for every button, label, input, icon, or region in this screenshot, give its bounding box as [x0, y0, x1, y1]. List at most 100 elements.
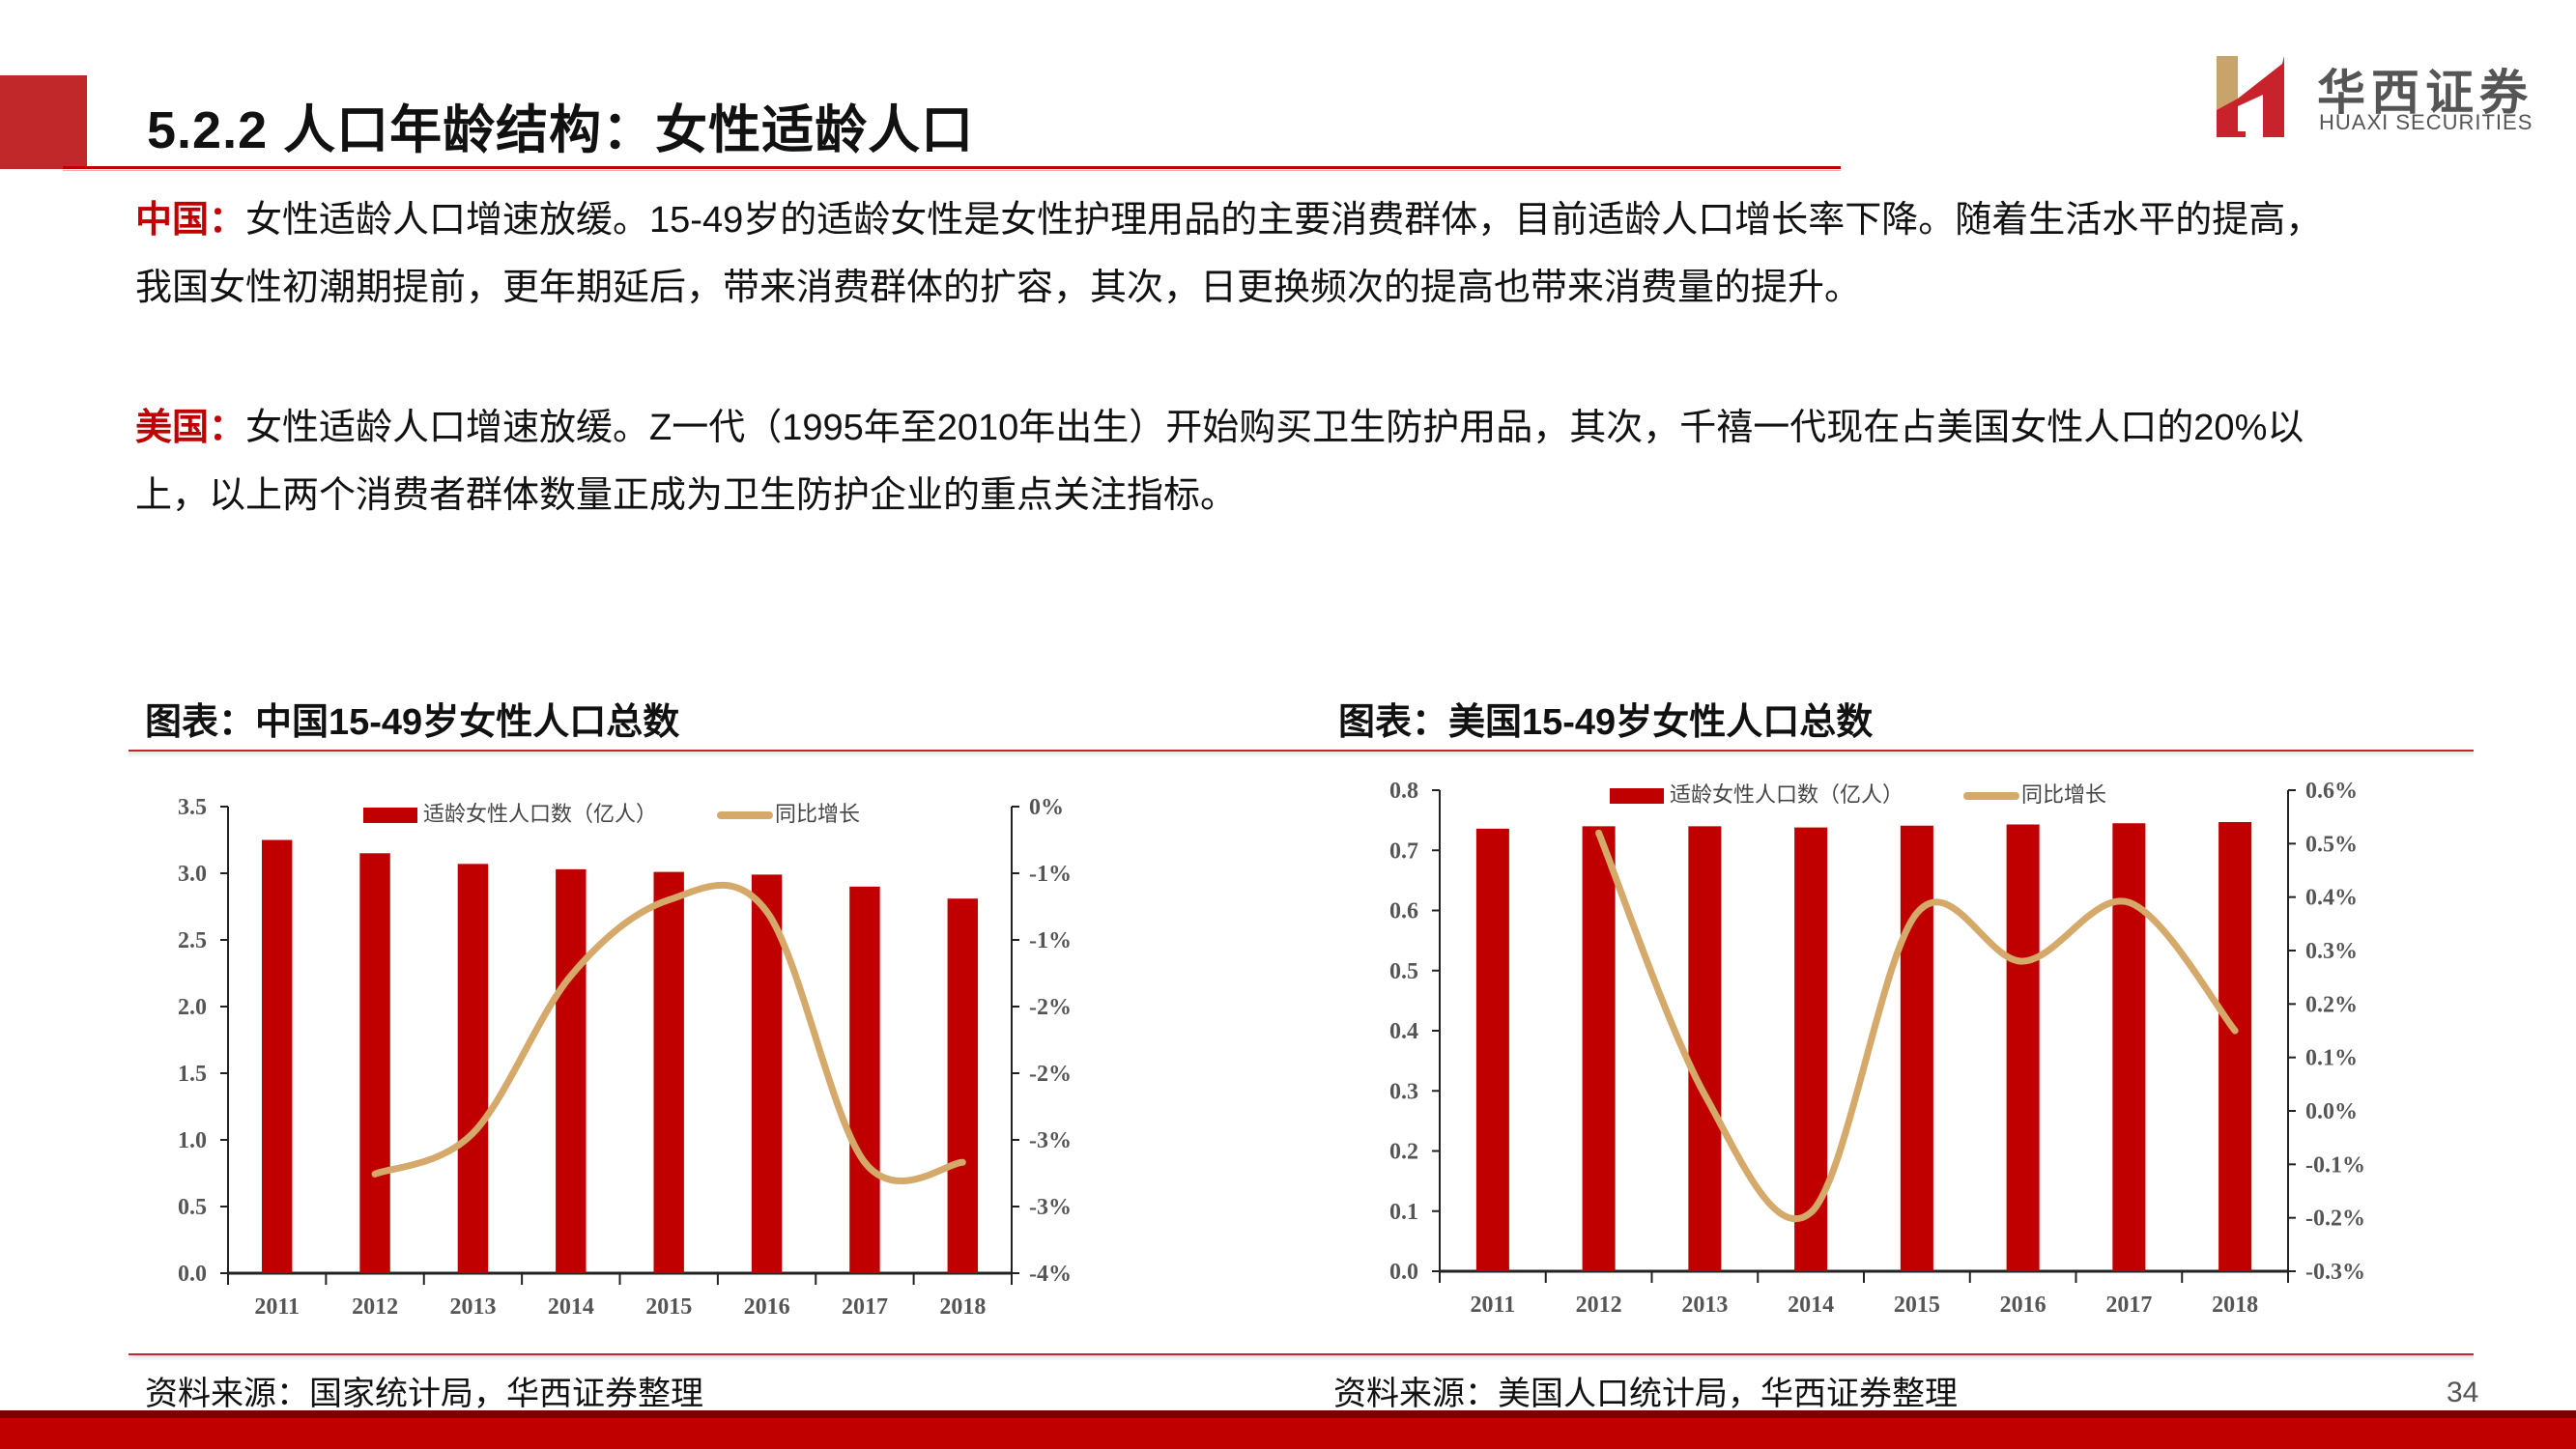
- usa-population-chart: 0.0 0.1 0.2 0.3 0.4 0.5 0.6 0.7 0.8 -0.3% -0.2% -0.…: [1353, 763, 2416, 1333]
- y-tick-label: 3.0: [178, 862, 207, 887]
- bar: [653, 871, 684, 1273]
- bar: [1582, 826, 1616, 1271]
- y-tick-label: 0.8: [1389, 779, 1418, 804]
- growth-line: [371, 882, 966, 1185]
- china-text-1: 女性适龄人口增速放缓。15-49岁的适龄女性是女性护理用品的主要消费群体，目前适…: [245, 200, 2323, 241]
- logo-text-en: HUAXI SECURITIES: [2319, 110, 2533, 134]
- right-chart-source: 资料来源：美国人口统计局，华西证券整理: [1333, 1376, 1958, 1412]
- bar: [1475, 828, 1509, 1271]
- x-tick-label: 2011: [1471, 1293, 1516, 1318]
- bar: [1794, 827, 1828, 1271]
- china-line-2: 我国女性初潮期提前，更年期延后，带来消费群体的扩容，其次，日更换频次的提高也带来…: [135, 268, 1862, 308]
- y2-tick-label: 0.5%: [2305, 832, 2358, 857]
- source-divider-shadow: [129, 1355, 2474, 1361]
- x-tick-label: 2012: [1576, 1293, 1622, 1318]
- y2-tick-label: 0.6%: [2305, 779, 2358, 804]
- y2-tick-label: -4%: [1029, 1262, 1072, 1287]
- footer-bar: [0, 1418, 2576, 1449]
- x-tick-label: 2018: [939, 1294, 986, 1320]
- y2-tick-label: -1%: [1029, 928, 1072, 953]
- bar: [261, 839, 293, 1273]
- y-tick-label: 0.1: [1389, 1200, 1418, 1225]
- title-divider: [63, 166, 1841, 169]
- y2-tick-label: -2%: [1029, 995, 1072, 1020]
- y-tick-label: 0.0: [1389, 1260, 1418, 1285]
- legend-bar-swatch: [1610, 788, 1664, 804]
- y2-tick-label: -0.2%: [2305, 1207, 2365, 1232]
- source-divider: [129, 1353, 2474, 1355]
- y-tick-label: 2.0: [178, 995, 207, 1020]
- usa-line-2: 上，以上两个消费者群体数量正成为卫生防护企业的重点关注指标。: [135, 475, 1238, 516]
- footer-bar-dark: [0, 1410, 2576, 1418]
- title-accent-block: [0, 75, 87, 169]
- page-title: 5.2.2 人口年龄结构：女性适龄人口: [147, 101, 975, 159]
- chart-title-divider-shadow: [129, 752, 2474, 757]
- page-number: 34: [2447, 1377, 2479, 1408]
- bar: [751, 874, 783, 1273]
- title-divider-shadow: [63, 170, 1841, 171]
- x-tick-label: 2017: [842, 1294, 888, 1320]
- y2-tick-label: -3%: [1029, 1195, 1072, 1220]
- left-chart-title: 图表：中国15-49岁女性人口总数: [145, 702, 680, 743]
- x-tick-label: 2015: [645, 1294, 692, 1320]
- y2-tick-label: -3%: [1029, 1128, 1072, 1153]
- y-tick-label: 0.7: [1389, 838, 1418, 864]
- x-tick-label: 2018: [2212, 1293, 2258, 1318]
- x-tick-label: 2013: [449, 1294, 496, 1320]
- y-tick-label: 0.0: [178, 1262, 207, 1287]
- y-tick-label: 0.5: [1389, 959, 1418, 984]
- china-paragraph: 中国：女性适龄人口增速放缓。15-49岁的适龄女性是女性护理用品的主要消费群体，…: [135, 186, 2454, 322]
- y-tick-label: 0.2: [1389, 1140, 1418, 1165]
- legend-label-line: 同比增长: [2021, 782, 2106, 807]
- x-tick-label: 2011: [254, 1294, 300, 1320]
- y-tick-label: 0.5: [178, 1195, 207, 1220]
- bar: [2218, 821, 2252, 1271]
- legend-bar-swatch: [363, 808, 417, 823]
- bar: [947, 898, 979, 1273]
- bar: [2112, 823, 2146, 1271]
- legend-label-bars: 适龄女性人口数（亿人）: [1670, 782, 1903, 807]
- usa-line-1: 美国：女性适龄人口增速放缓。Z一代（1995年至2010年出生）开始购买卫生防护…: [135, 394, 2454, 462]
- y-tick-label: 1.5: [178, 1062, 207, 1087]
- x-tick-label: 2012: [352, 1294, 398, 1320]
- y-tick-label: 0.3: [1389, 1079, 1418, 1104]
- bar: [1900, 825, 1933, 1271]
- china-lead: 中国：: [135, 200, 246, 241]
- usa-lead: 美国：: [135, 408, 246, 448]
- bar: [849, 886, 880, 1273]
- logo-text-cn: 华西证券: [2317, 64, 2533, 121]
- china-population-chart: 0.0 0.5 1.0 1.5 2.0 2.5 3.0 3.5 -4% -3% -3% -2% -2% -…: [145, 773, 1092, 1343]
- y2-tick-label: 0.3%: [2305, 939, 2358, 964]
- y-tick-label: 0.6: [1389, 899, 1418, 924]
- y2-tick-label: 0.1%: [2305, 1046, 2358, 1071]
- legend-label-line: 同比增长: [775, 802, 860, 826]
- chart-title-divider: [129, 750, 2474, 752]
- legend-label-bars: 适龄女性人口数（亿人）: [423, 802, 657, 826]
- usa-text-1: 女性适龄人口增速放缓。Z一代（1995年至2010年出生）开始购买卫生防护用品，…: [245, 408, 2304, 448]
- y-tick-label: 0.4: [1389, 1019, 1418, 1044]
- right-chart-title: 图表：美国15-49岁女性人口总数: [1338, 702, 1874, 743]
- y-tick-label: 1.0: [178, 1128, 207, 1153]
- bar: [2006, 824, 2040, 1271]
- x-tick-label: 2017: [2105, 1293, 2152, 1318]
- y2-tick-label: 0.4%: [2305, 886, 2358, 911]
- y2-tick-label: -1%: [1029, 862, 1072, 887]
- x-tick-label: 2014: [548, 1294, 594, 1320]
- y-tick-label: 3.5: [178, 795, 207, 820]
- china-line-1: 中国：女性适龄人口增速放缓。15-49岁的适龄女性是女性护理用品的主要消费群体，…: [135, 186, 2454, 254]
- bar: [1688, 826, 1722, 1271]
- y2-tick-label: 0%: [1029, 795, 1064, 820]
- x-tick-label: 2015: [1894, 1293, 1940, 1318]
- bar: [359, 853, 390, 1273]
- x-tick-label: 2013: [1681, 1293, 1728, 1318]
- x-tick-label: 2016: [744, 1294, 790, 1320]
- growth-line: [1595, 829, 2239, 1223]
- y-tick-label: 2.5: [178, 928, 207, 953]
- y2-tick-label: -0.1%: [2305, 1152, 2365, 1178]
- bar: [457, 864, 489, 1273]
- usa-paragraph: 美国：女性适龄人口增速放缓。Z一代（1995年至2010年出生）开始购买卫生防护…: [135, 394, 2454, 529]
- x-tick-label: 2014: [1788, 1293, 1834, 1318]
- bar: [556, 868, 587, 1273]
- x-tick-label: 2016: [2000, 1293, 2046, 1318]
- y2-tick-label: 0.0%: [2305, 1099, 2358, 1124]
